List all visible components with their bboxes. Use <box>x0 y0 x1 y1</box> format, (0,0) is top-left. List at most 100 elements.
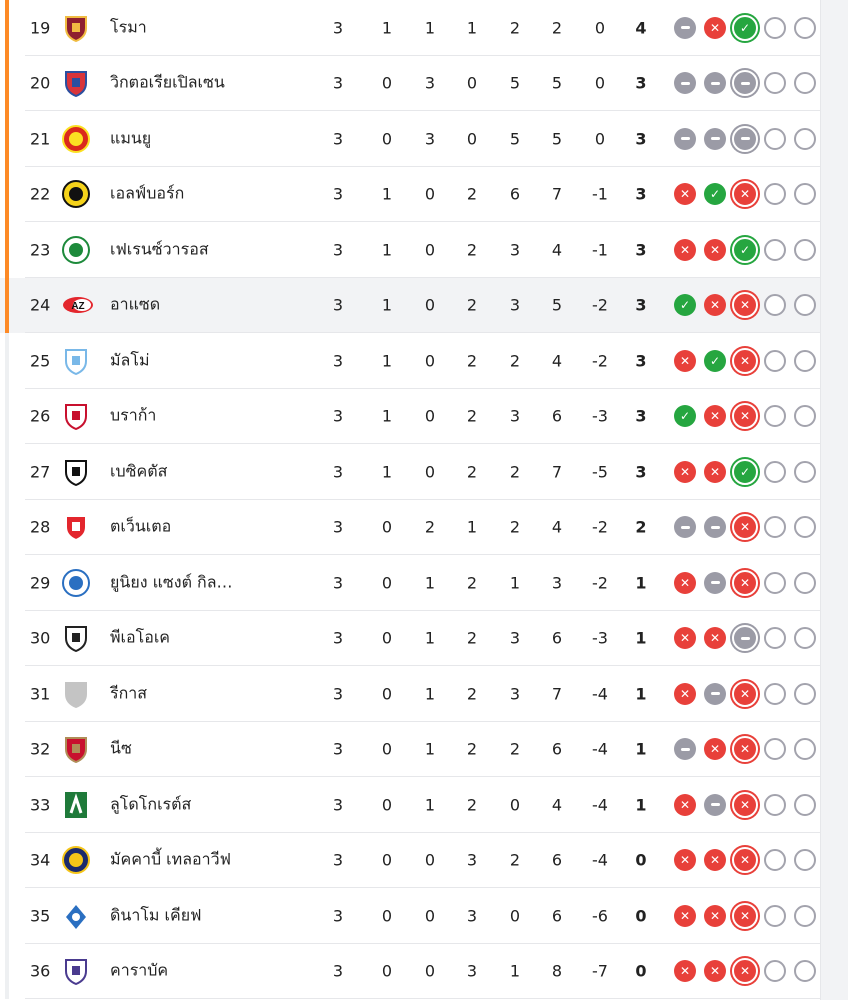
form-loss-icon[interactable]: ✕ <box>674 904 696 927</box>
form-win-icon[interactable]: ✓ <box>730 456 760 487</box>
form-loss-icon[interactable]: ✕ <box>704 738 726 761</box>
team-name[interactable]: แมนยู <box>110 128 152 148</box>
table-row[interactable]: 24 AZ อาแซด 3 1 0 2 3 5 -2 3 ✓ ✕ ✕ <box>0 277 820 333</box>
form-loss-icon[interactable]: ✕ <box>730 567 760 598</box>
form-loss-icon[interactable]: ✕ <box>674 460 696 483</box>
form-loss-icon[interactable]: ✕ <box>730 678 760 709</box>
form-loss-icon[interactable]: ✕ <box>730 290 760 321</box>
table-row[interactable]: 35 ดินาโม เคียฟ 3 0 0 3 0 6 -6 0 ✕ ✕ ✕ <box>0 888 820 944</box>
form-loss-icon[interactable]: ✕ <box>730 179 760 210</box>
form-draw-icon[interactable] <box>704 571 726 594</box>
form-draw-icon[interactable] <box>730 123 760 154</box>
team-name[interactable]: นีซ <box>110 738 132 758</box>
qualification-marker <box>5 277 9 333</box>
form-win-icon[interactable]: ✓ <box>674 405 696 428</box>
form-draw-icon[interactable] <box>704 793 726 816</box>
form-loss-icon[interactable]: ✕ <box>704 405 726 428</box>
form-loss-icon[interactable]: ✕ <box>730 512 760 543</box>
table-row[interactable]: 23 เฟเรนซ์วารอส 3 1 0 2 3 4 -1 3 ✕ ✕ ✓ <box>0 222 820 278</box>
table-row[interactable]: 30 พีเอโอเค 3 0 1 2 3 6 -3 1 ✕ ✕ <box>0 610 820 666</box>
stat-gd: -6 <box>592 906 608 926</box>
team-name[interactable]: เอลฟ์บอร์ก <box>110 183 185 203</box>
form-draw-icon[interactable] <box>704 127 726 150</box>
team-name[interactable]: โรมา <box>110 17 147 37</box>
form-draw-icon[interactable] <box>674 738 696 761</box>
team-name[interactable]: ลูโดโกเรต์ส <box>110 794 192 814</box>
form-guide: ✕ ✕ <box>674 734 824 765</box>
form-loss-icon[interactable]: ✕ <box>704 238 726 261</box>
stat-w: 1 <box>381 184 393 204</box>
form-empty-icon <box>764 405 786 428</box>
table-row[interactable]: 28 ตเว็นเตอ 3 0 2 1 2 4 -2 2 ✕ <box>0 499 820 555</box>
table-row[interactable]: 19 โรมา 3 1 1 1 2 2 0 4 ✕ ✓ <box>0 0 820 56</box>
form-win-icon[interactable]: ✓ <box>730 234 760 265</box>
form-win-icon[interactable]: ✓ <box>704 349 726 372</box>
table-row[interactable]: 33 ลูโดโกเรต์ส 3 0 1 2 0 4 -4 1 ✕ ✕ <box>0 777 820 833</box>
form-win-icon[interactable]: ✓ <box>704 183 726 206</box>
form-loss-icon[interactable]: ✕ <box>730 345 760 376</box>
form-loss-icon[interactable]: ✕ <box>704 460 726 483</box>
form-draw-icon[interactable] <box>704 516 726 539</box>
stat-ga: 6 <box>551 739 563 759</box>
stat-gf: 2 <box>509 462 521 482</box>
form-win-icon[interactable]: ✓ <box>674 294 696 317</box>
form-loss-icon[interactable]: ✕ <box>674 183 696 206</box>
form-loss-icon[interactable]: ✕ <box>674 793 696 816</box>
form-loss-icon[interactable]: ✕ <box>704 960 726 983</box>
form-draw-icon[interactable] <box>704 72 726 95</box>
form-loss-icon[interactable]: ✕ <box>704 16 726 39</box>
form-loss-icon[interactable]: ✕ <box>704 294 726 317</box>
table-row[interactable]: 21 แมนยู 3 0 3 0 5 5 0 3 <box>0 111 820 167</box>
team-name[interactable]: มัคคาบี้ เทลอาวีฟ <box>110 849 231 869</box>
form-loss-icon[interactable]: ✕ <box>730 900 760 931</box>
form-draw-icon[interactable] <box>674 516 696 539</box>
table-row[interactable]: 34 มัคคาบี้ เทลอาวีฟ 3 0 0 3 2 6 -4 0 ✕ ✕ ✕ <box>0 832 820 888</box>
table-row[interactable]: 32 นีซ 3 0 1 2 2 6 -4 1 ✕ ✕ <box>0 721 820 777</box>
form-loss-icon[interactable]: ✕ <box>704 904 726 927</box>
table-row[interactable]: 29 ยูนิยง แซงต์ กิล… 3 0 1 2 1 3 -2 1 ✕ ✕ <box>0 555 820 611</box>
form-loss-icon[interactable]: ✕ <box>674 238 696 261</box>
form-draw-icon[interactable] <box>674 127 696 150</box>
table-row[interactable]: 26 บราก้า 3 1 0 2 3 6 -3 3 ✓ ✕ ✕ <box>0 388 820 444</box>
form-draw-icon[interactable] <box>674 16 696 39</box>
table-row[interactable]: 36 คาราบัค 3 0 0 3 1 8 -7 0 ✕ ✕ ✕ <box>0 943 820 999</box>
table-row[interactable]: 31 รีกาส 3 0 1 2 3 7 -4 1 ✕ ✕ <box>0 666 820 722</box>
team-name[interactable]: ยูนิยง แซงต์ กิล… <box>110 572 233 592</box>
scrollbar-track[interactable] <box>820 0 848 1000</box>
form-loss-icon[interactable]: ✕ <box>704 849 726 872</box>
row-marker <box>5 610 9 666</box>
team-name[interactable]: มัลโม่ <box>110 350 150 370</box>
row-divider <box>25 443 820 444</box>
team-name[interactable]: คาราบัค <box>110 960 169 980</box>
form-draw-icon[interactable] <box>704 682 726 705</box>
form-draw-icon[interactable] <box>730 68 760 99</box>
form-draw-icon[interactable] <box>730 623 760 654</box>
form-loss-icon[interactable]: ✕ <box>674 571 696 594</box>
team-name[interactable]: เฟเรนซ์วารอส <box>110 239 209 259</box>
table-row[interactable]: 27 เบซิคตัส 3 1 0 2 2 7 -5 3 ✕ ✕ ✓ <box>0 444 820 500</box>
team-name[interactable]: ดินาโม เคียฟ <box>110 905 202 925</box>
form-loss-icon[interactable]: ✕ <box>730 789 760 820</box>
form-draw-icon[interactable] <box>674 72 696 95</box>
form-loss-icon[interactable]: ✕ <box>730 956 760 987</box>
form-loss-icon[interactable]: ✕ <box>704 627 726 650</box>
table-row[interactable]: 22 เอลฟ์บอร์ก 3 1 0 2 6 7 -1 3 ✕ ✓ ✕ <box>0 166 820 222</box>
team-name[interactable]: ตเว็นเตอ <box>110 516 172 536</box>
form-loss-icon[interactable]: ✕ <box>730 845 760 876</box>
form-win-icon[interactable]: ✓ <box>730 12 760 43</box>
team-name[interactable]: รีกาส <box>110 683 148 703</box>
form-loss-icon[interactable]: ✕ <box>674 960 696 983</box>
team-name[interactable]: พีเอโอเค <box>110 627 170 647</box>
form-loss-icon[interactable]: ✕ <box>674 682 696 705</box>
team-name[interactable]: บราก้า <box>110 405 157 425</box>
team-name[interactable]: วิกตอเรียเปิลเซน <box>110 72 225 92</box>
team-name[interactable]: เบซิคตัส <box>110 461 168 481</box>
form-loss-icon[interactable]: ✕ <box>730 734 760 765</box>
form-loss-icon[interactable]: ✕ <box>674 349 696 372</box>
form-loss-icon[interactable]: ✕ <box>674 627 696 650</box>
form-loss-icon[interactable]: ✕ <box>674 849 696 872</box>
table-row[interactable]: 25 มัลโม่ 3 1 0 2 2 4 -2 3 ✕ ✓ ✕ <box>0 333 820 389</box>
form-loss-icon[interactable]: ✕ <box>730 401 760 432</box>
team-name[interactable]: อาแซด <box>110 294 161 314</box>
table-row[interactable]: 20 วิกตอเรียเปิลเซน 3 0 3 0 5 5 0 3 <box>0 55 820 111</box>
